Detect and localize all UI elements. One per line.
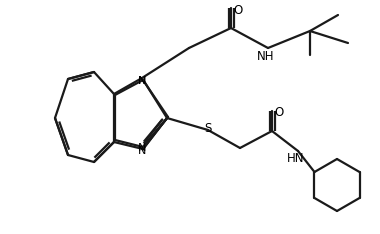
Text: O: O [274, 106, 283, 120]
Text: S: S [204, 123, 212, 135]
Text: N: N [138, 76, 146, 86]
Text: N: N [138, 76, 146, 86]
Text: O: O [233, 4, 242, 17]
Text: N: N [138, 143, 146, 153]
Text: N: N [138, 146, 146, 156]
Text: NH: NH [257, 51, 275, 63]
Text: HN: HN [287, 153, 305, 165]
